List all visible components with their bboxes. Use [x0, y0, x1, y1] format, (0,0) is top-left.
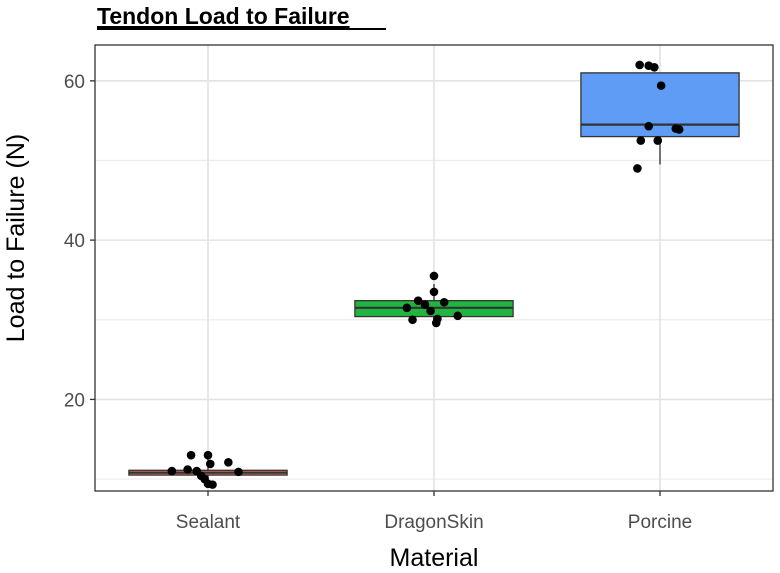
data-point — [224, 458, 233, 467]
data-point — [429, 271, 439, 281]
data-point — [186, 450, 196, 460]
y-axis-title: Load to Failure (N) — [2, 134, 30, 342]
data-point — [234, 467, 243, 477]
y-tick-label: 20 — [64, 390, 85, 411]
data-point — [636, 136, 646, 145]
points-layer — [167, 60, 684, 489]
data-point — [644, 121, 653, 131]
data-point — [633, 164, 642, 173]
data-point — [402, 303, 412, 313]
data-point — [426, 306, 435, 316]
data-point — [205, 459, 215, 469]
y-tick-label: 60 — [64, 72, 85, 93]
data-point — [431, 318, 441, 328]
data-point — [183, 465, 192, 474]
data-point — [429, 287, 439, 297]
data-point — [203, 450, 213, 460]
x-tick-label: Porcine — [628, 512, 692, 533]
data-point — [439, 297, 449, 307]
data-point — [674, 125, 684, 134]
data-point — [656, 81, 666, 90]
data-point — [650, 63, 659, 72]
x-tick-label: DragonSkin — [384, 512, 483, 533]
data-point — [408, 315, 417, 325]
data-point — [167, 466, 177, 476]
y-tick-label: 40 — [64, 231, 85, 252]
x-axis-title: Material — [390, 544, 479, 572]
data-point — [453, 311, 463, 321]
y-axis: 20 40 60 — [64, 72, 95, 411]
data-point — [208, 480, 217, 489]
x-axis: Sealant DragonSkin Porcine — [176, 491, 692, 533]
x-tick-label: Sealant — [176, 512, 241, 533]
data-point — [420, 300, 430, 309]
data-point — [635, 60, 644, 70]
chart-title: Tendon Load to Failure — [97, 3, 350, 29]
data-point — [413, 296, 423, 305]
data-point — [653, 136, 663, 145]
